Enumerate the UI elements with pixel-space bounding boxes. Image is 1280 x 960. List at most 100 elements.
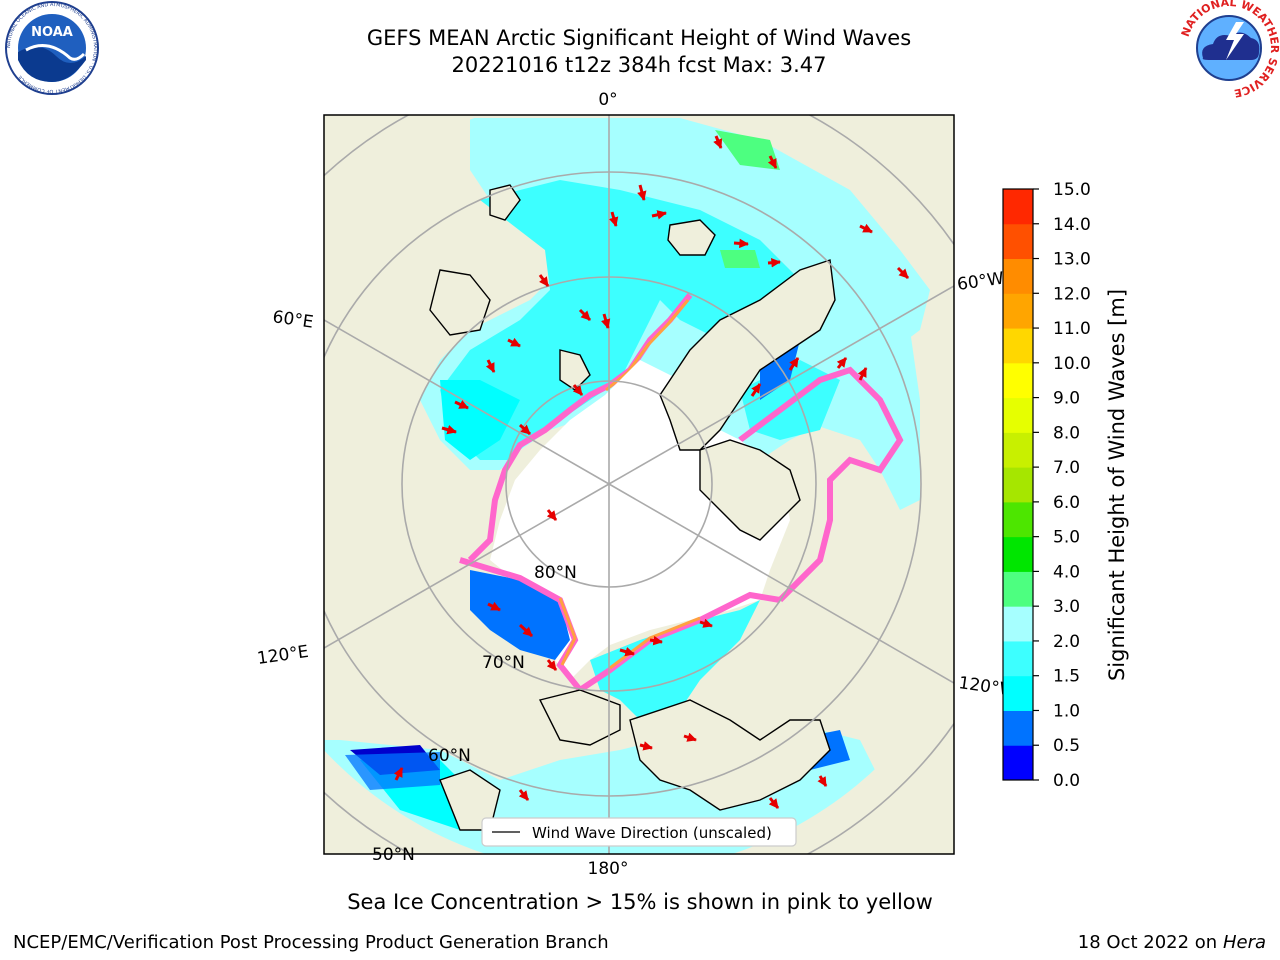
arrow: [788, 357, 800, 371]
arrow: [768, 797, 780, 809]
arrow: [609, 211, 619, 227]
arrow: [393, 767, 404, 781]
colorbar-segment: [1003, 536, 1033, 572]
arrow: [857, 367, 868, 381]
arrow: [699, 618, 713, 628]
arrow: [572, 384, 584, 396]
arrow: [713, 135, 723, 149]
colorbar-segment: [1003, 397, 1033, 433]
ice-edge-atlantic-orange: [605, 299, 690, 392]
arrow: [683, 732, 697, 742]
colorbar-tick-label: 6.0: [1053, 493, 1080, 513]
lat-label-50: 50°N: [372, 845, 415, 865]
chart-subtitle: 20221016 t12z 384h fcst Max: 3.47: [451, 53, 827, 77]
land-outlines: [429, 184, 836, 831]
colorbar-segment: [1003, 745, 1033, 781]
colorbar-segment: [1003, 467, 1033, 503]
noaa-logo: NOAA NATIONAL OCEANIC AND ATMOSPHERIC AD…: [5, 1, 99, 95]
footer-credit: NCEP/EMC/Verification Post Processing Pr…: [13, 932, 609, 953]
colorbar-segment: [1003, 640, 1033, 677]
arrow: [485, 359, 496, 373]
arrow: [767, 257, 781, 268]
lon-label-0: 0°: [598, 90, 617, 110]
ice-edge-pacific-orange: [558, 597, 701, 670]
colorbar-segment: [1003, 293, 1033, 329]
arrow: [649, 635, 663, 646]
colorbar-tick-label: 2.0: [1053, 632, 1080, 652]
arrow: [578, 308, 592, 322]
arrow: [639, 741, 653, 751]
colorbar-tick-label: 3.0: [1053, 597, 1080, 617]
arrow: [896, 266, 910, 280]
ice-edge-atlantic: [467, 293, 693, 563]
arrow: [518, 789, 530, 801]
nws-logo: NATIONAL WEATHER SERVICE: [1179, 0, 1280, 100]
meridian-60w: [608, 285, 954, 485]
colorbar-segment: [1003, 328, 1033, 364]
ice-edge-canada: [738, 366, 904, 603]
arrow: [454, 400, 469, 410]
ocean-waves-cyan: [440, 180, 800, 460]
lat-label-70: 70°N: [482, 653, 525, 673]
graticule: [324, 115, 954, 854]
colorbar-tick-label: 4.0: [1053, 562, 1080, 582]
colorbar-segment: [1003, 223, 1033, 260]
lon-label-120e: 120°E: [256, 642, 310, 669]
arrow: [518, 423, 532, 436]
sea-ice-note: Sea Ice Concentration > 15% is shown in …: [347, 890, 933, 914]
lon-label-180: 180°: [588, 859, 629, 879]
arrow: [767, 155, 778, 169]
arrow: [441, 425, 457, 435]
meridian-120w: [608, 483, 954, 684]
colorbar-tick-label: 11.0: [1053, 319, 1091, 339]
footer-date-text: 18 Oct 2022 on: [1077, 932, 1223, 953]
colorbar-segment: [1003, 432, 1033, 468]
scandinavia: [429, 269, 491, 336]
colorbar-label: Significant Height of Wind Waves [m]: [1105, 289, 1129, 681]
arrow: [817, 775, 828, 787]
colorbar-tick-label: 0.5: [1053, 736, 1080, 756]
colorbar-tick-label: 15.0: [1053, 180, 1091, 200]
arrow: [651, 210, 667, 220]
colorbar-segment: [1003, 258, 1033, 294]
colorbar-tick-label: 0.0: [1053, 771, 1080, 791]
map-frame: [323, 114, 955, 855]
map-panel: Wind Wave Direction (unscaled): [324, 115, 954, 854]
legend-label: Wind Wave Direction (unscaled): [532, 824, 772, 842]
arrow: [750, 383, 762, 397]
lat-label-80: 80°N: [534, 563, 577, 583]
wind-wave-arrows: [393, 135, 910, 809]
colorbar-tick-label: 14.0: [1053, 215, 1091, 235]
arrow: [637, 184, 647, 201]
footer-machine: Hera: [1222, 932, 1266, 953]
ocean-waves-okhotsk: [345, 752, 440, 790]
arrow: [601, 313, 611, 329]
colorbar-tick-label: 1.0: [1053, 701, 1080, 721]
arrow: [546, 509, 558, 521]
colorbar-tick-label: 10.0: [1053, 354, 1091, 374]
arrow: [836, 357, 848, 369]
kamchatka: [439, 769, 501, 831]
arrow-legend: Wind Wave Direction (unscaled): [481, 817, 797, 847]
colorbar-segment: [1003, 189, 1033, 225]
colorbar-segment: [1003, 606, 1033, 642]
wave-patch-green-2: [720, 250, 760, 268]
colorbar-tick-label: 7.0: [1053, 458, 1080, 478]
noaa-logo-text: NOAA: [31, 25, 73, 40]
arrow: [859, 223, 873, 234]
ocean-waves-chukchi: [590, 600, 760, 730]
colorbar-segment: [1003, 675, 1033, 711]
colorbar-segment: [1003, 571, 1033, 607]
chukotka: [538, 689, 621, 746]
arrow: [733, 238, 749, 249]
svalbard: [667, 219, 716, 256]
colorbar-tick-label: 5.0: [1053, 528, 1080, 548]
lat-label-60: 60°N: [428, 746, 471, 766]
chart-title: GEFS MEAN Arctic Significant Height of W…: [366, 26, 912, 50]
colorbar-frame: [1002, 188, 1034, 781]
arrow: [546, 659, 558, 671]
colorbar-segment: [1003, 501, 1033, 538]
arrow: [619, 647, 635, 657]
lon-label-60w: 60°W: [956, 269, 1005, 295]
